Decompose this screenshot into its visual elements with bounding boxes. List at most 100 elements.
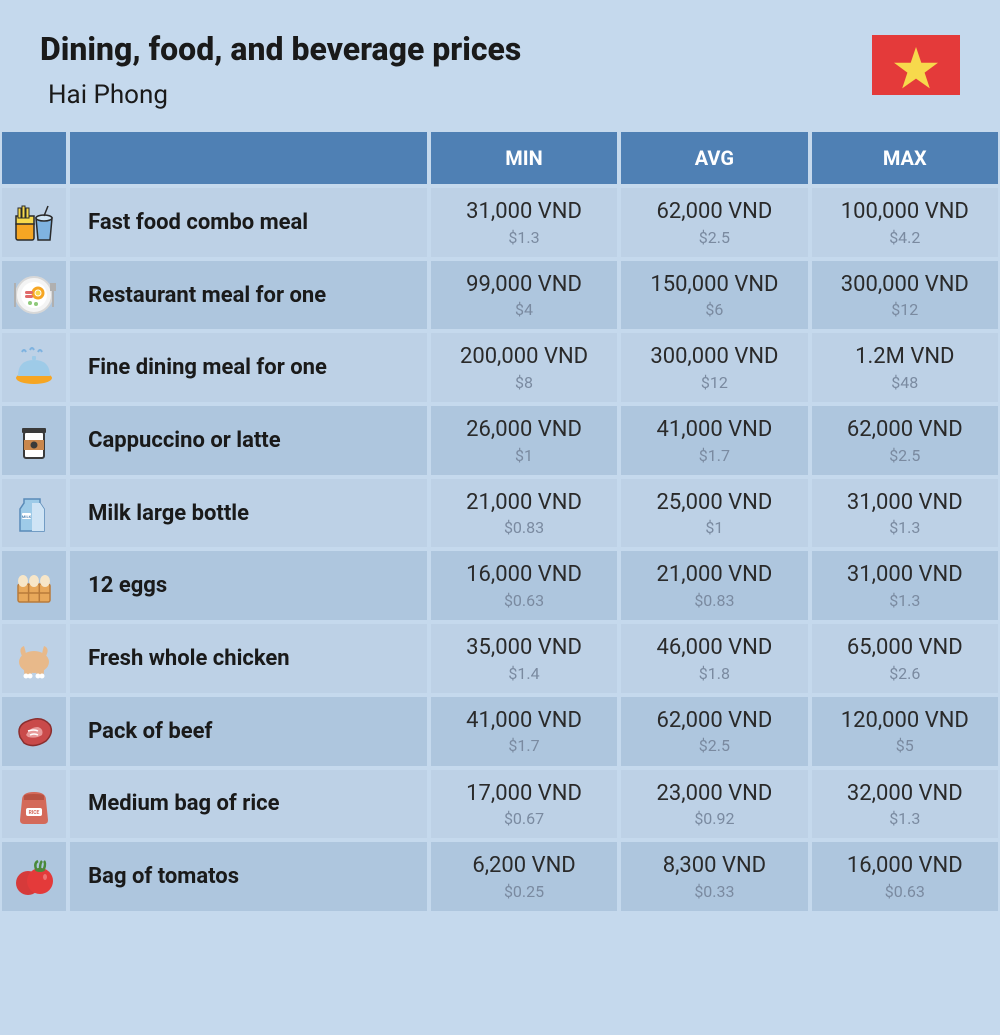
item-name: Pack of beef <box>68 695 429 768</box>
price-vnd: 62,000 VND <box>633 198 795 226</box>
price-min: 17,000 VND$0.67 <box>429 768 619 841</box>
price-vnd: 17,000 VND <box>443 780 605 808</box>
price-usd: $0.25 <box>443 882 605 901</box>
item-name: Fresh whole chicken <box>68 622 429 695</box>
item-name: Medium bag of rice <box>68 768 429 841</box>
price-avg: 41,000 VND$1.7 <box>619 404 809 477</box>
price-min: 35,000 VND $1.4 <box>429 622 619 695</box>
price-vnd: 31,000 VND <box>824 561 986 589</box>
price-usd: $2.6 <box>824 664 986 683</box>
price-vnd: 300,000 VND <box>633 343 795 371</box>
price-usd: $12 <box>824 300 986 319</box>
price-min: 16,000 VND$0.63 <box>429 549 619 622</box>
price-vnd: 100,000 VND <box>824 198 986 226</box>
price-usd: $1.4 <box>443 664 605 683</box>
location-subtitle: Hai Phong <box>48 80 521 110</box>
price-min: 26,000 VND $1 <box>429 404 619 477</box>
price-vnd: 65,000 VND <box>824 634 986 662</box>
price-table: MIN AVG MAX Fast food combo meal31,000 V… <box>0 130 1000 913</box>
milk-icon <box>0 477 68 550</box>
price-usd: $1.3 <box>824 809 986 828</box>
price-max: 100,000 VND $4.2 <box>810 186 1000 259</box>
price-max: 65,000 VND $2.6 <box>810 622 1000 695</box>
price-usd: $1.7 <box>633 446 795 465</box>
rice-icon <box>0 768 68 841</box>
price-max: 31,000 VND$1.3 <box>810 549 1000 622</box>
item-name: Milk large bottle <box>68 477 429 550</box>
price-vnd: 6,200 VND <box>443 852 605 880</box>
price-avg: 62,000 VND $2.5 <box>619 186 809 259</box>
fine-dining-icon <box>0 331 68 404</box>
price-max: 1.2M VND $48 <box>810 331 1000 404</box>
price-vnd: 21,000 VND <box>443 489 605 517</box>
col-icon <box>0 130 68 186</box>
price-vnd: 31,000 VND <box>824 489 986 517</box>
price-max: 32,000 VND$1.3 <box>810 768 1000 841</box>
price-avg: 25,000 VND$1 <box>619 477 809 550</box>
item-name: Fine dining meal for one <box>68 331 429 404</box>
price-vnd: 26,000 VND <box>443 416 605 444</box>
price-usd: $1.7 <box>443 736 605 755</box>
price-usd: $4.2 <box>824 228 986 247</box>
price-usd: $6 <box>633 300 795 319</box>
price-usd: $0.67 <box>443 809 605 828</box>
tomato-icon <box>0 840 68 913</box>
price-vnd: 35,000 VND <box>443 634 605 662</box>
page-title: Dining, food, and beverage prices <box>40 30 521 68</box>
table-row: Fine dining meal for one200,000 VND$8 300… <box>0 331 1000 404</box>
price-usd: $1.3 <box>824 518 986 537</box>
price-min: 31,000 VND$1.3 <box>429 186 619 259</box>
col-name <box>68 130 429 186</box>
table-row: 12 eggs16,000 VND$0.63 21,000 VND $0.83 31,… <box>0 549 1000 622</box>
price-usd: $12 <box>633 373 795 392</box>
price-avg: 8,300 VND$0.33 <box>619 840 809 913</box>
table-row: Fresh whole chicken35,000 VND$1.446,000 … <box>0 622 1000 695</box>
table-row: Pack of beef41,000 VND$1.762,000 VND$2.5… <box>0 695 1000 768</box>
price-vnd: 62,000 VND <box>824 416 986 444</box>
item-name: Restaurant meal for one <box>68 259 429 332</box>
price-max: 120,000 VND$5 <box>810 695 1000 768</box>
price-usd: $2.5 <box>824 446 986 465</box>
price-vnd: 99,000 VND <box>443 271 605 299</box>
price-usd: $0.92 <box>633 809 795 828</box>
table-row: Cappuccino or latte 26,000 VND $1 41,000 VN… <box>0 404 1000 477</box>
item-name: Cappuccino or latte <box>68 404 429 477</box>
col-max: MAX <box>810 130 1000 186</box>
price-usd: $2.5 <box>633 736 795 755</box>
eggs-icon <box>0 549 68 622</box>
restaurant-meal-icon <box>0 259 68 332</box>
item-name: 12 eggs <box>68 549 429 622</box>
price-usd: $2.5 <box>633 228 795 247</box>
chicken-icon <box>0 622 68 695</box>
price-usd: $0.63 <box>824 882 986 901</box>
price-vnd: 16,000 VND <box>443 561 605 589</box>
price-vnd: 21,000 VND <box>633 561 795 589</box>
price-avg: 150,000 VND$6 <box>619 259 809 332</box>
table-header-row: MIN AVG MAX <box>0 130 1000 186</box>
price-avg: 23,000 VND$0.92 <box>619 768 809 841</box>
price-vnd: 62,000 VND <box>633 707 795 735</box>
price-max: 16,000 VND$0.63 <box>810 840 1000 913</box>
price-usd: $1 <box>443 446 605 465</box>
coffee-icon <box>0 404 68 477</box>
table-row: Milk large bottle21,000 VND$0.8325,000 V… <box>0 477 1000 550</box>
price-usd: $8 <box>443 373 605 392</box>
price-max: 31,000 VND$1.3 <box>810 477 1000 550</box>
price-usd: $48 <box>824 373 986 392</box>
beef-icon <box>0 695 68 768</box>
price-vnd: 1.2M VND <box>824 343 986 371</box>
price-vnd: 300,000 VND <box>824 271 986 299</box>
price-vnd: 23,000 VND <box>633 780 795 808</box>
table-row: Medium bag of rice17,000 VND$0.6723,000 … <box>0 768 1000 841</box>
price-vnd: 25,000 VND <box>633 489 795 517</box>
price-usd: $0.83 <box>633 591 795 610</box>
price-usd: $1 <box>633 518 795 537</box>
price-max: 300,000 VND$12 <box>810 259 1000 332</box>
fast-food-icon <box>0 186 68 259</box>
col-avg: AVG <box>619 130 809 186</box>
price-vnd: 150,000 VND <box>633 271 795 299</box>
price-min: 200,000 VND$8 <box>429 331 619 404</box>
price-usd: $1.8 <box>633 664 795 683</box>
page-header: Dining, food, and beverage prices Hai Ph… <box>0 0 1000 130</box>
price-usd: $4 <box>443 300 605 319</box>
